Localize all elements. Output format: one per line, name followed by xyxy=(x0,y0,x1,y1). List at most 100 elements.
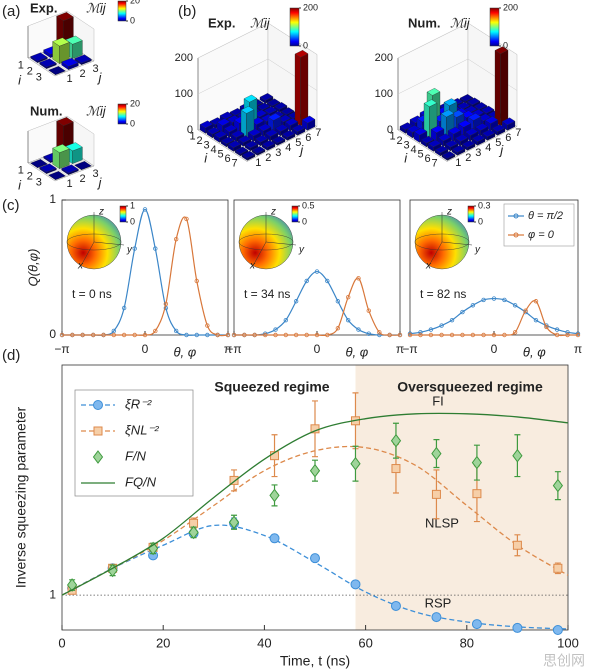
data-point xyxy=(228,515,240,530)
x-tick-label: −π xyxy=(226,342,241,356)
bar xyxy=(294,50,309,127)
data-point xyxy=(309,463,321,478)
bar xyxy=(494,46,509,127)
x-axis-label: θ, φ xyxy=(345,344,368,359)
bar xyxy=(61,57,79,70)
bar xyxy=(264,129,279,142)
z-tick-label: 200 xyxy=(175,52,193,64)
bar xyxy=(434,145,449,157)
data-point xyxy=(215,332,220,338)
data-point xyxy=(111,332,117,338)
bar xyxy=(30,159,48,168)
y-tick-label: 1 xyxy=(49,192,56,206)
grid-line xyxy=(197,22,318,59)
data-point xyxy=(377,332,382,338)
bar-top xyxy=(48,171,66,180)
data-point xyxy=(397,332,403,338)
z-tick-label: 0 xyxy=(187,124,193,136)
watermark: 思创网 xyxy=(543,653,585,669)
data-point xyxy=(565,332,570,338)
data-point xyxy=(70,332,75,338)
data-point xyxy=(533,317,539,323)
bar-top xyxy=(447,126,462,135)
bar xyxy=(74,54,92,65)
bar-top xyxy=(430,125,445,134)
data-point xyxy=(273,327,278,332)
legend-label: φ = 0 xyxy=(528,229,555,241)
panel-title: Num. xyxy=(408,15,441,30)
bar-top xyxy=(30,52,48,62)
panel-title: Exp. xyxy=(30,0,57,15)
x-tick-label: π xyxy=(574,342,582,356)
colorbar-tick-label: 0 xyxy=(130,118,135,128)
i-tick-label: 3 xyxy=(36,71,42,83)
i-tick-label: 7 xyxy=(431,158,437,170)
bar xyxy=(251,146,266,156)
data-point xyxy=(283,332,289,338)
i-tick-label: 1 xyxy=(18,59,24,71)
z-tick-label: 100 xyxy=(375,88,393,100)
sphere-axis-label: x xyxy=(249,261,256,272)
data-point xyxy=(229,475,239,485)
data-point xyxy=(512,622,523,633)
j-axis-label: j xyxy=(96,175,102,190)
data-point xyxy=(269,488,280,503)
data-point xyxy=(153,328,158,334)
x-tick-label: π xyxy=(396,342,404,356)
bar-top xyxy=(244,140,259,149)
bar-top xyxy=(501,117,516,126)
y-axis-label: Q(θ,φ) xyxy=(25,249,40,287)
sphere-axis-label: z xyxy=(98,207,104,218)
j-axis-label: j xyxy=(498,142,504,157)
bar-top xyxy=(291,124,306,132)
bar-top xyxy=(481,129,496,137)
i-tick-label: 3 xyxy=(36,176,42,188)
data-point xyxy=(502,332,507,338)
data-point xyxy=(252,332,257,338)
j-axis-label: j xyxy=(298,142,304,157)
colorbar xyxy=(117,0,127,22)
panel-label: (d) xyxy=(2,347,20,364)
sphere-axis xyxy=(441,241,473,246)
bar xyxy=(48,66,66,75)
data-point xyxy=(390,433,402,448)
bar-top xyxy=(480,105,495,114)
data-point xyxy=(449,332,455,338)
series-line xyxy=(409,297,579,335)
bar-top xyxy=(451,145,466,153)
j-tick-label: 1 xyxy=(255,157,261,169)
j-tick-label: 7 xyxy=(515,127,521,139)
colorbar-tick-label: 0 xyxy=(503,40,508,50)
j-tick-label: 7 xyxy=(315,127,321,139)
legend-marker xyxy=(93,400,103,410)
bar-top xyxy=(280,107,295,115)
bar-top xyxy=(271,135,286,144)
sphere-axis-label: y xyxy=(298,245,305,256)
bar-top xyxy=(420,135,435,144)
bar-top xyxy=(456,101,471,110)
bar xyxy=(48,171,66,180)
bar xyxy=(244,140,259,152)
x-tick-label: 0 xyxy=(491,342,498,356)
i-axis-label: i xyxy=(204,150,208,165)
x-tick-label: 20 xyxy=(156,635,170,650)
shaded-region xyxy=(355,365,568,630)
data-point xyxy=(575,332,581,338)
data-point xyxy=(293,332,299,338)
j-tick-label: 2 xyxy=(265,152,271,164)
i-tick-label: 1 xyxy=(389,131,395,143)
bar-top xyxy=(240,106,255,114)
bar-top xyxy=(251,146,266,154)
bar-top xyxy=(234,146,249,155)
i-tick-label: 1 xyxy=(189,131,195,143)
x-tick-label: 0 xyxy=(58,635,65,650)
data-point xyxy=(142,332,148,338)
bar xyxy=(271,135,286,146)
data-point xyxy=(523,308,528,313)
legend-marker xyxy=(92,450,104,464)
colorbar-tick-label: 0 xyxy=(130,216,135,226)
data-point xyxy=(231,332,237,338)
i-tick-label: 7 xyxy=(231,158,237,170)
colorbar-tick-label: 0 xyxy=(130,15,135,25)
bar-top xyxy=(444,139,459,148)
